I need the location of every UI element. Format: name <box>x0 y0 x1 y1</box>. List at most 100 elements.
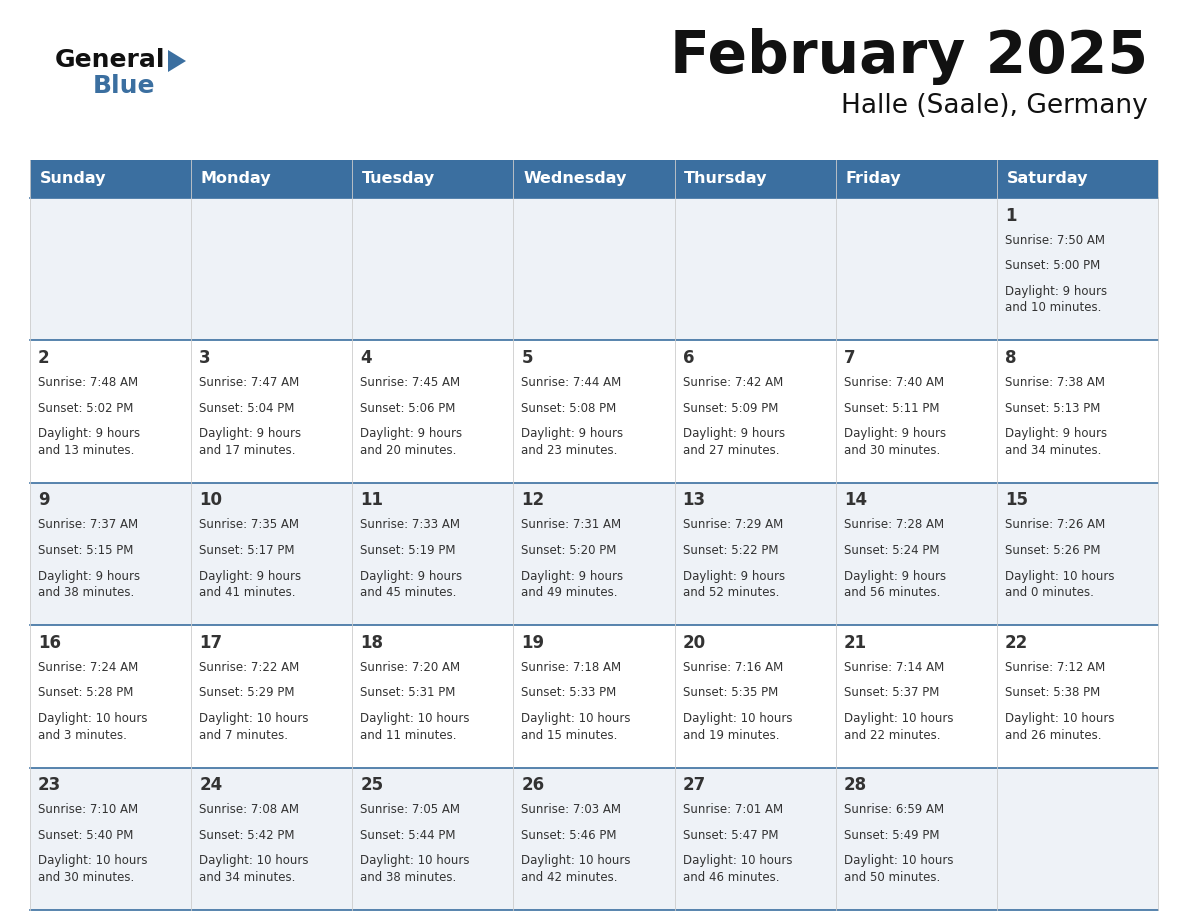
Text: 26: 26 <box>522 776 544 794</box>
Text: 27: 27 <box>683 776 706 794</box>
Text: Monday: Monday <box>201 172 271 186</box>
Text: Sunrise: 7:26 AM: Sunrise: 7:26 AM <box>1005 519 1105 532</box>
Text: 25: 25 <box>360 776 384 794</box>
Text: Sunrise: 7:31 AM: Sunrise: 7:31 AM <box>522 519 621 532</box>
Text: Daylight: 10 hours
and 42 minutes.: Daylight: 10 hours and 42 minutes. <box>522 855 631 884</box>
Text: 17: 17 <box>200 633 222 652</box>
Text: Sunset: 5:02 PM: Sunset: 5:02 PM <box>38 402 133 415</box>
Text: 6: 6 <box>683 349 694 367</box>
Bar <box>30 341 191 483</box>
Text: 8: 8 <box>1005 349 1017 367</box>
Text: Sunrise: 7:08 AM: Sunrise: 7:08 AM <box>200 803 299 816</box>
Bar <box>513 483 675 625</box>
Bar <box>997 625 1158 767</box>
Text: 20: 20 <box>683 633 706 652</box>
Text: 13: 13 <box>683 491 706 509</box>
Text: Daylight: 9 hours
and 56 minutes.: Daylight: 9 hours and 56 minutes. <box>843 570 946 599</box>
Text: Daylight: 9 hours
and 13 minutes.: Daylight: 9 hours and 13 minutes. <box>38 427 140 457</box>
Bar <box>513 198 675 341</box>
Bar <box>191 625 353 767</box>
Text: General: General <box>55 48 165 72</box>
Text: Tuesday: Tuesday <box>362 172 435 186</box>
Text: 11: 11 <box>360 491 384 509</box>
Text: Sunset: 5:29 PM: Sunset: 5:29 PM <box>200 687 295 700</box>
Bar <box>675 625 835 767</box>
Bar <box>191 483 353 625</box>
Bar <box>30 160 191 198</box>
Text: 21: 21 <box>843 633 867 652</box>
Text: Sunset: 5:26 PM: Sunset: 5:26 PM <box>1005 544 1100 557</box>
Text: Daylight: 9 hours
and 49 minutes.: Daylight: 9 hours and 49 minutes. <box>522 570 624 599</box>
Text: Daylight: 9 hours
and 34 minutes.: Daylight: 9 hours and 34 minutes. <box>1005 427 1107 457</box>
Text: Daylight: 10 hours
and 0 minutes.: Daylight: 10 hours and 0 minutes. <box>1005 570 1114 599</box>
Text: Daylight: 10 hours
and 50 minutes.: Daylight: 10 hours and 50 minutes. <box>843 855 953 884</box>
Text: Sunset: 5:22 PM: Sunset: 5:22 PM <box>683 544 778 557</box>
Text: Sunrise: 7:35 AM: Sunrise: 7:35 AM <box>200 519 299 532</box>
Text: Daylight: 9 hours
and 23 minutes.: Daylight: 9 hours and 23 minutes. <box>522 427 624 457</box>
Text: Sunrise: 7:28 AM: Sunrise: 7:28 AM <box>843 519 944 532</box>
Text: 1: 1 <box>1005 207 1017 225</box>
Text: 3: 3 <box>200 349 210 367</box>
Text: Sunrise: 7:45 AM: Sunrise: 7:45 AM <box>360 376 461 389</box>
Text: Sunrise: 7:29 AM: Sunrise: 7:29 AM <box>683 519 783 532</box>
Bar <box>675 198 835 341</box>
Bar <box>835 483 997 625</box>
Text: 14: 14 <box>843 491 867 509</box>
Bar <box>353 767 513 910</box>
Text: Sunrise: 7:33 AM: Sunrise: 7:33 AM <box>360 519 460 532</box>
Text: 7: 7 <box>843 349 855 367</box>
Text: Friday: Friday <box>846 172 901 186</box>
Bar <box>353 625 513 767</box>
Text: Sunset: 5:33 PM: Sunset: 5:33 PM <box>522 687 617 700</box>
Bar <box>191 767 353 910</box>
Text: Sunrise: 7:22 AM: Sunrise: 7:22 AM <box>200 661 299 674</box>
Bar <box>835 341 997 483</box>
Bar <box>835 198 997 341</box>
Text: Sunrise: 7:03 AM: Sunrise: 7:03 AM <box>522 803 621 816</box>
Text: Daylight: 10 hours
and 3 minutes.: Daylight: 10 hours and 3 minutes. <box>38 712 147 742</box>
Text: Sunrise: 7:47 AM: Sunrise: 7:47 AM <box>200 376 299 389</box>
Bar <box>191 341 353 483</box>
Polygon shape <box>168 50 187 72</box>
Text: 12: 12 <box>522 491 544 509</box>
Bar <box>30 767 191 910</box>
Text: Sunday: Sunday <box>39 172 106 186</box>
Text: Wednesday: Wednesday <box>523 172 626 186</box>
Text: Sunset: 5:11 PM: Sunset: 5:11 PM <box>843 402 940 415</box>
Text: Daylight: 10 hours
and 7 minutes.: Daylight: 10 hours and 7 minutes. <box>200 712 309 742</box>
Text: Daylight: 9 hours
and 52 minutes.: Daylight: 9 hours and 52 minutes. <box>683 570 785 599</box>
Text: February 2025: February 2025 <box>670 28 1148 85</box>
Text: Sunset: 5:06 PM: Sunset: 5:06 PM <box>360 402 456 415</box>
Text: Daylight: 9 hours
and 17 minutes.: Daylight: 9 hours and 17 minutes. <box>200 427 302 457</box>
Bar <box>513 160 675 198</box>
Text: Sunset: 5:40 PM: Sunset: 5:40 PM <box>38 829 133 842</box>
Bar <box>997 160 1158 198</box>
Text: Sunrise: 7:14 AM: Sunrise: 7:14 AM <box>843 661 944 674</box>
Text: Sunrise: 7:18 AM: Sunrise: 7:18 AM <box>522 661 621 674</box>
Text: Sunset: 5:09 PM: Sunset: 5:09 PM <box>683 402 778 415</box>
Text: Sunrise: 7:12 AM: Sunrise: 7:12 AM <box>1005 661 1105 674</box>
Text: 15: 15 <box>1005 491 1028 509</box>
Text: Sunset: 5:00 PM: Sunset: 5:00 PM <box>1005 259 1100 273</box>
Text: Blue: Blue <box>93 74 156 98</box>
Text: 18: 18 <box>360 633 384 652</box>
Text: Sunrise: 7:20 AM: Sunrise: 7:20 AM <box>360 661 461 674</box>
Text: Sunrise: 7:40 AM: Sunrise: 7:40 AM <box>843 376 944 389</box>
Text: Daylight: 9 hours
and 27 minutes.: Daylight: 9 hours and 27 minutes. <box>683 427 785 457</box>
Text: Daylight: 10 hours
and 46 minutes.: Daylight: 10 hours and 46 minutes. <box>683 855 792 884</box>
Bar <box>513 767 675 910</box>
Bar <box>353 198 513 341</box>
Text: 16: 16 <box>38 633 61 652</box>
Bar <box>191 198 353 341</box>
Bar <box>997 483 1158 625</box>
Text: Daylight: 10 hours
and 26 minutes.: Daylight: 10 hours and 26 minutes. <box>1005 712 1114 742</box>
Bar <box>30 198 191 341</box>
Text: Sunset: 5:15 PM: Sunset: 5:15 PM <box>38 544 133 557</box>
Bar <box>30 625 191 767</box>
Text: Sunrise: 7:48 AM: Sunrise: 7:48 AM <box>38 376 138 389</box>
Text: Sunset: 5:31 PM: Sunset: 5:31 PM <box>360 687 456 700</box>
Text: Daylight: 10 hours
and 11 minutes.: Daylight: 10 hours and 11 minutes. <box>360 712 469 742</box>
Bar <box>997 341 1158 483</box>
Text: 9: 9 <box>38 491 50 509</box>
Text: Daylight: 9 hours
and 45 minutes.: Daylight: 9 hours and 45 minutes. <box>360 570 462 599</box>
